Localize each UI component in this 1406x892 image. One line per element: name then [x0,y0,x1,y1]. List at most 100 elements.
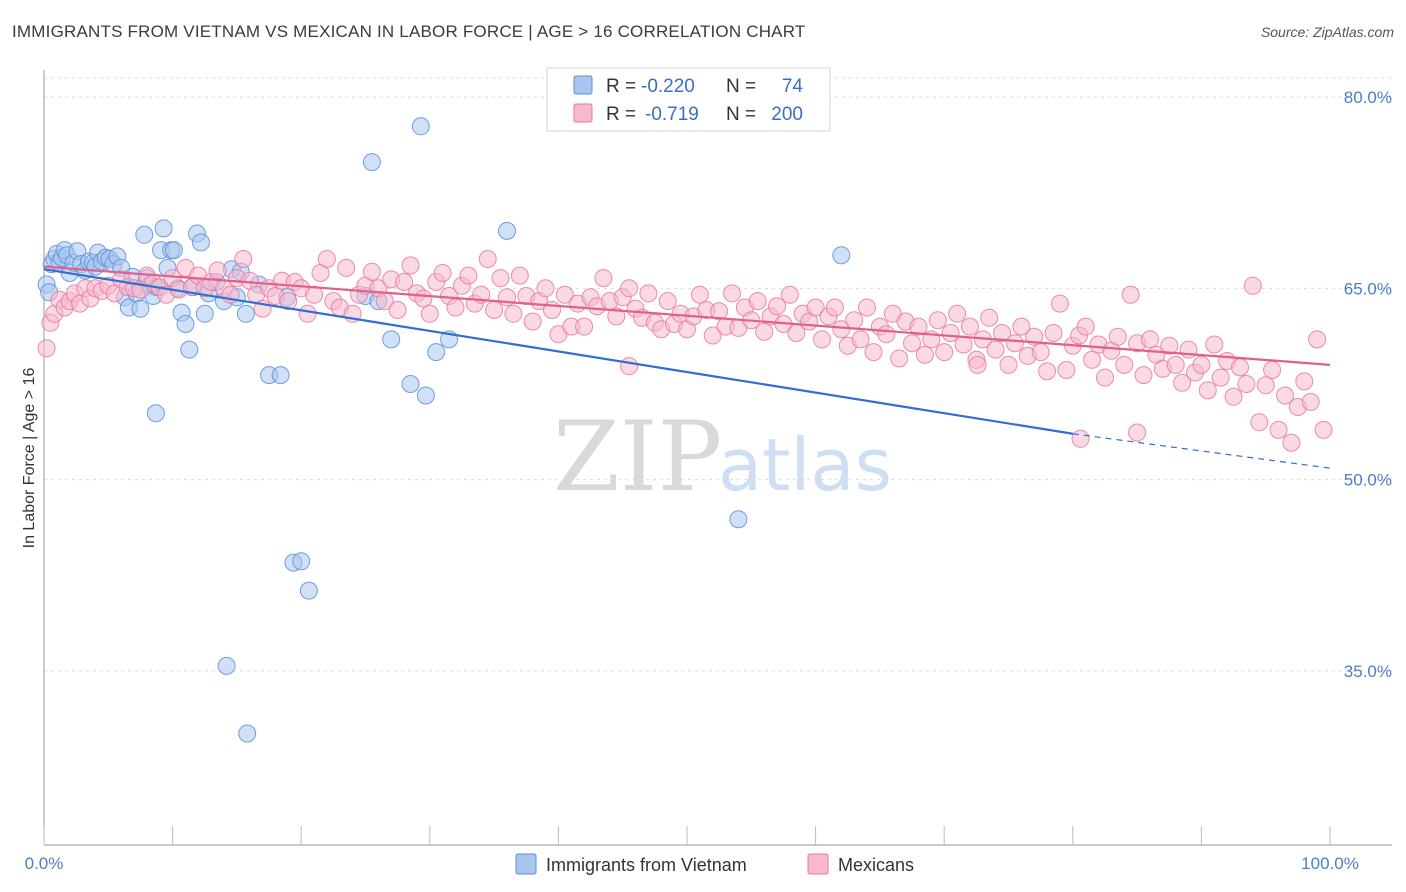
vietnam-point [131,299,150,318]
mexican-point [755,322,774,341]
mexican-point [864,343,883,362]
mexican-point [1243,276,1262,295]
mexican-point [858,298,876,317]
mexican-point [1076,317,1095,336]
mexican-point [909,317,928,336]
mexican-point [825,298,844,317]
mexican-point [1050,294,1069,313]
mexican-point [960,317,979,336]
mexican-point [446,298,465,317]
mexican-point [395,273,414,291]
bottom-legend-swatch-mexican [807,853,829,875]
legend-r-label-mexican: R = [606,104,636,125]
mexican-point [690,285,709,304]
mexican-point [1173,373,1192,392]
mexican-point [1237,375,1256,393]
mexican-point [890,349,909,368]
mexican-point [208,261,227,280]
mexican-point [523,312,542,331]
mexican-point [968,355,987,374]
legend-n-label-mexican: N = [726,104,756,125]
mexican-point [362,262,381,281]
mexican-point [1282,433,1301,452]
mexican-point [607,307,626,326]
vietnam-point [217,656,236,675]
y-tick-label: 65.0% [1344,279,1392,298]
legend-n-value-vietnam: 74 [782,76,804,97]
chart-source: Source: ZipAtlas.com [1260,24,1394,40]
mexican-point [1096,368,1114,387]
mexican-point [1198,381,1217,400]
vietnam-point [416,386,435,405]
vietnam-point [236,304,255,323]
legend-n-label-vietnam: N = [726,76,756,97]
mexican-point [388,301,407,319]
mexican-point [1192,355,1211,374]
mexican-point [279,292,298,311]
mexican-point [710,302,729,321]
mexican-point [575,317,594,336]
mexican-point [1250,413,1269,432]
mexican-point [555,285,574,304]
mexican-point [954,335,973,354]
mexican-point [414,289,433,308]
vietnam-point [195,304,214,323]
mexican-point [993,324,1012,342]
legend-swatch-vietnam [573,75,593,95]
watermark-zip: ZIP [553,401,722,513]
vietnam-point [362,153,381,172]
mexican-point [1263,361,1282,379]
mexican-point [491,269,510,288]
y-tick-label: 80.0% [1344,88,1392,107]
mexican-point [639,284,658,303]
mexican-point [504,304,523,323]
trend-line-mexican [43,265,1331,366]
vietnam-point [135,225,154,244]
mexican-point [1121,285,1140,304]
mexican-point [1071,429,1090,448]
bottom-legend-swatch-vietnam [515,853,537,875]
x-tick-label-min: 0.0% [25,854,64,873]
mexican-point [1166,355,1185,374]
mexican-point [986,340,1005,359]
mexican-point [1115,355,1134,374]
mexican-point [780,285,799,304]
y-tick-labels: 35.0% 50.0% 65.0% 80.0% [1344,88,1392,681]
vietnam-point [176,315,195,333]
mexican-point [317,250,336,268]
mexican-point [1044,324,1063,342]
bottom-legend-label-mexican: Mexicans [838,855,914,875]
mexican-point [748,292,767,311]
vietnam-point [191,233,210,252]
mexican-point [37,339,56,358]
vietnam-point [292,552,311,571]
mexican-point [620,279,639,298]
mexican-point [1128,423,1147,442]
bottom-legend-label-vietnam: Immigrants from Vietnam [546,855,747,875]
mexican-point [485,301,504,319]
mexican-point [935,343,954,362]
mexican-point [851,330,870,349]
vietnam-point [729,510,748,529]
y-tick-label: 50.0% [1344,471,1392,490]
mexican-point [594,269,613,288]
top-legend: R = -0.220 N = 74 R = -0.719 N = 200 [546,67,831,132]
vietnam-point [401,375,420,393]
mexican-point [1205,335,1224,354]
watermark-atlas: atlas [718,423,892,507]
y-tick-label: 35.0% [1344,662,1392,681]
mexican-point [1269,420,1288,439]
mexican-point [1314,420,1333,439]
series-mexican-points [37,250,1333,452]
vietnam-point [146,404,165,423]
mexican-point [1005,334,1024,353]
mexican-point [298,304,317,323]
vietnam-point [154,219,173,238]
mexican-point [703,326,722,345]
mexican-point [1083,350,1102,369]
legend-r-value-mexican: -0.719 [645,104,699,125]
mexican-point [1231,358,1249,377]
mexican-point [234,250,253,268]
x-tick-label-max: 100.0% [1301,854,1359,873]
mexican-point [948,304,967,323]
